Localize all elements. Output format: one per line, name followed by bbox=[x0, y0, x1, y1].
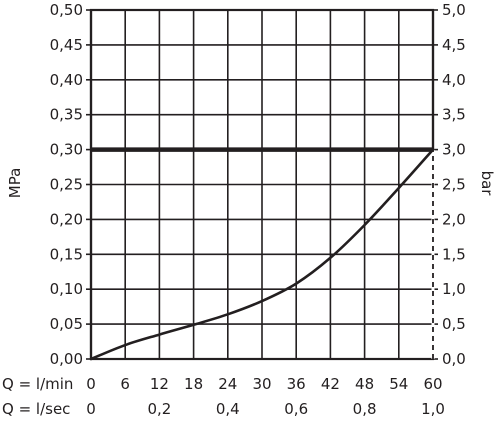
x-tick-label: 6 bbox=[120, 375, 130, 393]
x-tick-label: 54 bbox=[389, 375, 408, 393]
x-row-label: Q = l/min bbox=[2, 375, 73, 393]
x-tick-label: 24 bbox=[218, 375, 237, 393]
x-tick-label: 36 bbox=[287, 375, 306, 393]
y2-tick-label: 2,5 bbox=[442, 176, 466, 194]
x-tick-label: 18 bbox=[184, 375, 203, 393]
x-tick-label: 0,6 bbox=[284, 400, 308, 418]
y2-tick-label: 1,0 bbox=[442, 280, 466, 298]
x-row-label: Q = l/sec bbox=[2, 400, 70, 418]
y-tick-label: 0,30 bbox=[50, 141, 83, 159]
x-tick-label: 48 bbox=[355, 375, 374, 393]
x-tick-label: 1,0 bbox=[421, 400, 445, 418]
y-tick-label: 0,10 bbox=[50, 280, 83, 298]
y-axis-title: MPa bbox=[6, 168, 24, 199]
y2-tick-label: 1,5 bbox=[442, 245, 466, 263]
x-tick-label: 30 bbox=[252, 375, 271, 393]
y-tick-label: 0,40 bbox=[50, 71, 83, 89]
x-tick-label: 60 bbox=[423, 375, 442, 393]
x-tick-label: 0,2 bbox=[147, 400, 171, 418]
y2-tick-label: 3,5 bbox=[442, 106, 466, 124]
y-tick-label: 0,50 bbox=[50, 1, 83, 19]
y2-tick-label: 0,5 bbox=[442, 315, 466, 333]
x-tick-label: 0,8 bbox=[353, 400, 377, 418]
x-tick-label: 0 bbox=[86, 400, 96, 418]
y-tick-label: 0,45 bbox=[50, 36, 83, 54]
flow-curve bbox=[89, 148, 435, 361]
x-tick-label: 0 bbox=[86, 375, 96, 393]
y-tick-label: 0,20 bbox=[50, 210, 83, 228]
y-tick-label: 0,25 bbox=[50, 176, 83, 194]
y2-tick-label: 4,0 bbox=[442, 71, 466, 89]
y2-tick-label: 4,5 bbox=[442, 36, 466, 54]
tick-labels: 0,00 0,00,05 0,50,10 1,00,15 1,50,20 2,00,25 2… bbox=[2, 1, 466, 418]
y2-axis-title: bar bbox=[478, 171, 496, 197]
x-tick-label: 42 bbox=[321, 375, 340, 393]
y-tick-label: 0,35 bbox=[50, 106, 83, 124]
y-tick-label: 0,00 bbox=[50, 350, 83, 368]
grid bbox=[86, 8, 438, 361]
y2-tick-label: 5,0 bbox=[442, 1, 466, 19]
y2-tick-label: 3,0 bbox=[442, 141, 466, 159]
y2-tick-label: 2,0 bbox=[442, 210, 466, 228]
y2-tick-label: 0,0 bbox=[442, 350, 466, 368]
x-tick-label: 12 bbox=[150, 375, 169, 393]
y-tick-label: 0,15 bbox=[50, 245, 83, 263]
y-tick-label: 0,05 bbox=[50, 315, 83, 333]
chart-marks bbox=[89, 147, 435, 361]
x-tick-label: 0,4 bbox=[216, 400, 240, 418]
